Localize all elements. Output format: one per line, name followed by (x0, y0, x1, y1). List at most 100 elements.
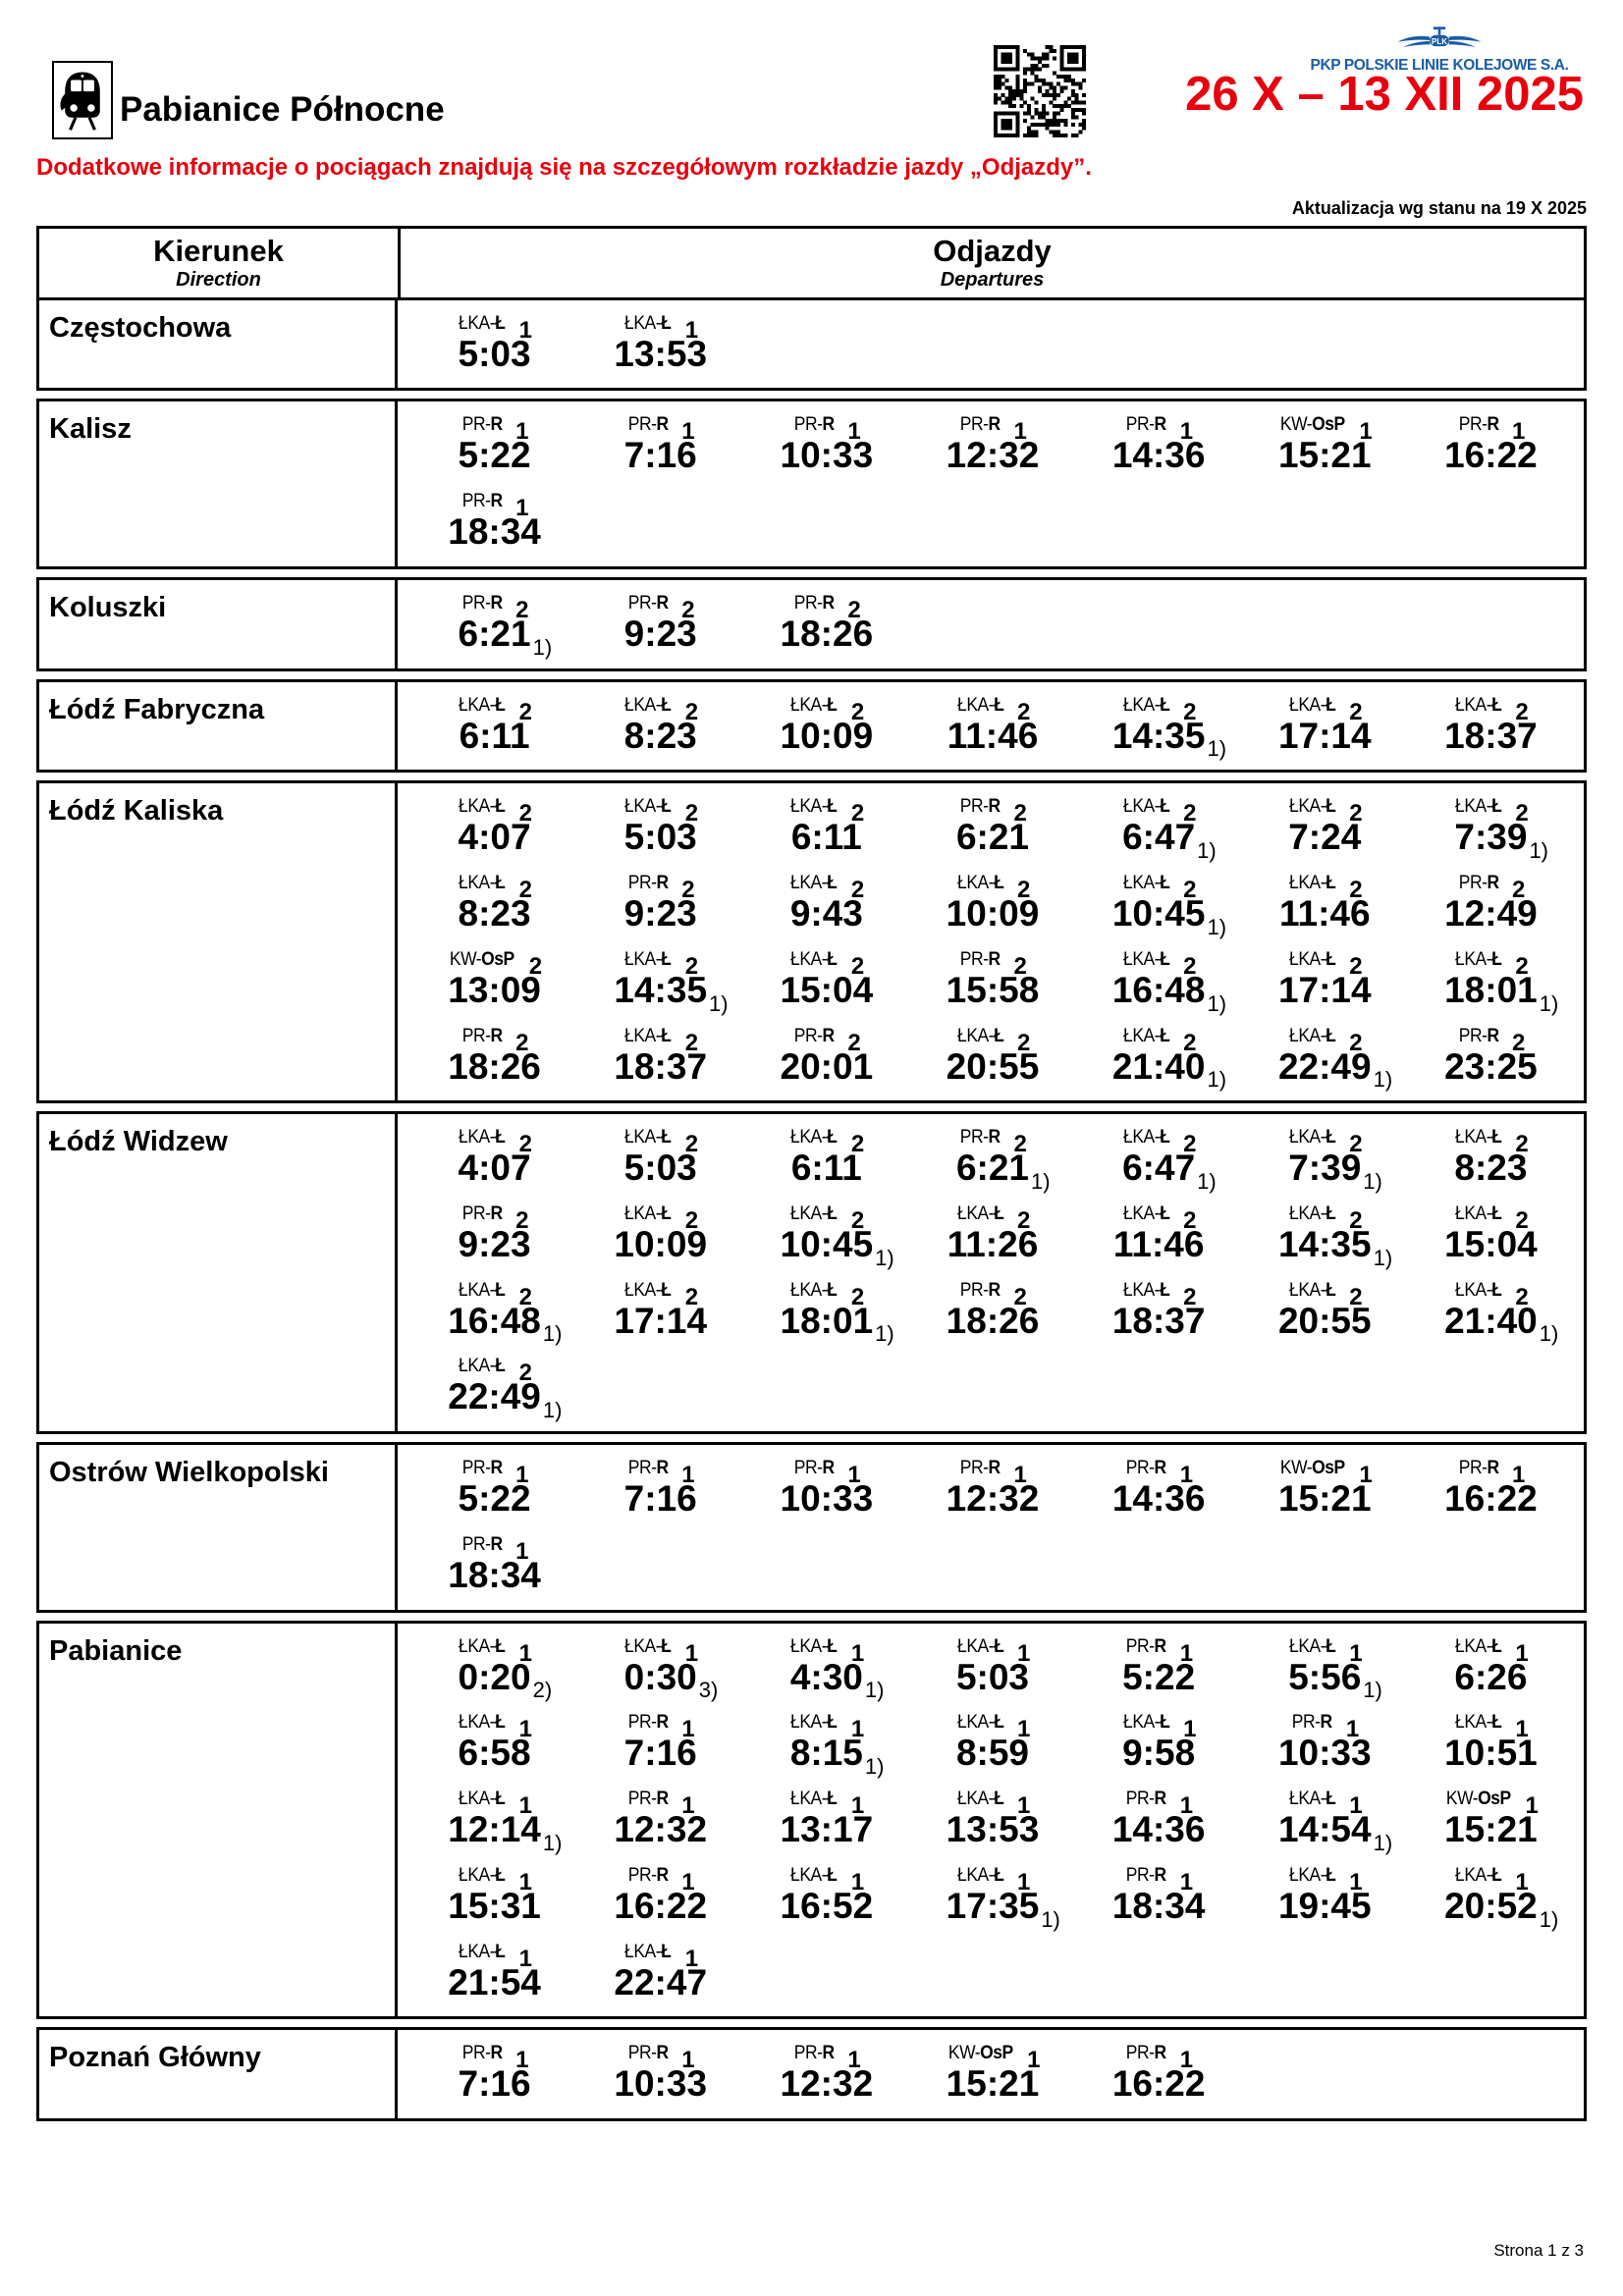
footnote-marker: 1) (875, 1245, 894, 1270)
departure-time-line: 7:16 (459, 2065, 531, 2103)
departure-time-line: 20:52 1) (1444, 1887, 1558, 1930)
departure-header: PR-R 2 (743, 1025, 909, 1055)
platform-number: 1 (1511, 1462, 1526, 1489)
departure-header: PR-R 1 (411, 2044, 577, 2072)
departure-time: 10:45 (780, 1223, 874, 1264)
destination-name: Poznań Główny (39, 2030, 398, 2119)
departure-list: ŁKA-Ł 1 5:03 ŁKA-Ł 1 13:53 (398, 300, 1584, 389)
carrier-label: PR-R (627, 592, 669, 614)
platform-number: 2 (518, 698, 532, 725)
departure-time: 15:58 (946, 969, 1040, 1010)
departure-header: ŁKA-Ł 2 (1242, 948, 1408, 979)
carrier-label: ŁKA-Ł (1288, 948, 1336, 970)
carrier-label: PR-R (461, 1533, 503, 1555)
departure-time-line: 15:31 (448, 1887, 541, 1925)
departure: PR-R 1 16:22 (577, 1860, 743, 1931)
departure: ŁKA-Ł 2 7:24 (1242, 791, 1408, 862)
departure-time-line: 15:58 (946, 969, 1040, 1010)
departure-header: ŁKA-Ł 1 (411, 1637, 577, 1666)
footnote-marker: 1) (1363, 1678, 1382, 1703)
departure-header: ŁKA-Ł 1 (577, 1635, 743, 1666)
destination-name: Koluszki (39, 579, 398, 668)
departure-time-line: 9:43 (790, 895, 863, 933)
departure-header: ŁKA-Ł 2 (1076, 1025, 1242, 1055)
departure-time-line: 12:32 (947, 1480, 1040, 1518)
footnote-marker: 1) (1363, 1168, 1382, 1194)
departure-time-line: 9:23 (624, 895, 697, 933)
departure-time: 16:22 (614, 1885, 708, 1926)
departure-time: 9:23 (623, 613, 697, 654)
departure-header: PR-R 2 (743, 594, 909, 622)
footnote-marker: 3) (698, 1678, 719, 1703)
carrier-label: KW-OsP (1445, 1789, 1511, 1810)
carrier-label: PR-R (627, 414, 669, 436)
platform-number: 2 (1016, 1029, 1031, 1056)
departure-header: ŁKA-Ł 1 (743, 1789, 909, 1818)
carrier-label: PR-R (1125, 414, 1166, 436)
departure: PR-R 2 6:21 1) (411, 588, 577, 659)
footnote-marker: 1) (1373, 1067, 1393, 1093)
departure: ŁKA-Ł 2 17:14 (1242, 690, 1408, 761)
departure: PR-R 1 5:22 (411, 409, 577, 480)
departure-time: 10:33 (614, 2063, 708, 2105)
carrier-label: ŁKA-Ł (624, 1025, 672, 1046)
departure-header: ŁKA-Ł 1 (743, 1866, 909, 1895)
departure-time-line: 17:14 (614, 1302, 707, 1340)
carrier-label: PR-R (793, 1025, 835, 1046)
platform-number: 2 (1515, 1206, 1529, 1234)
carrier-label: ŁKA-Ł (1288, 873, 1336, 894)
departure-header: ŁKA-Ł 2 (743, 696, 909, 724)
departure-time-line: 6:11 (791, 1149, 862, 1187)
departure-time-line: 10:09 (781, 717, 874, 755)
footnote-marker: 1) (1207, 736, 1227, 762)
platform-number: 2 (1016, 698, 1031, 725)
departure-time: 8:59 (955, 1733, 1030, 1774)
carrier-label: ŁKA-Ł (1122, 1025, 1170, 1046)
departure-header: ŁKA-Ł 2 (577, 1204, 743, 1233)
carrier-label: ŁKA-Ł (956, 1864, 1004, 1886)
departure-header: ŁKA-Ł 2 (577, 1281, 743, 1309)
platform-number: 1 (515, 495, 529, 522)
departure-time: 4:30 (789, 1656, 863, 1697)
platform-number: 2 (1515, 698, 1529, 725)
departure-time: 14:54 (1277, 1809, 1372, 1850)
carrier-label: ŁKA-Ł (1122, 694, 1170, 716)
carrier-label: ŁKA-Ł (624, 694, 672, 716)
page-number: Strona 1 z 3 (1493, 2241, 1584, 2260)
departure-time: 18:34 (1111, 1885, 1206, 1926)
platform-number: 1 (850, 1868, 865, 1896)
pkp-logo: PLK PKP POLSKIE LINIE KOLEJOWE S.A. (1292, 26, 1587, 75)
departure: ŁKA-Ł 2 5:03 (577, 791, 743, 862)
departure: PR-R 2 6:21 1) (909, 1122, 1075, 1193)
departure: KW-OsP 1 15:21 (909, 2038, 1075, 2109)
platform-number: 2 (1349, 952, 1363, 980)
departure-header: PR-R 1 (577, 2044, 743, 2072)
platform-number: 1 (1515, 1716, 1529, 1743)
departure-time: 6:21 (955, 817, 1030, 858)
platform-number: 2 (684, 1029, 699, 1056)
platform-number: 2 (850, 877, 865, 904)
carrier-label: ŁKA-Ł (624, 948, 672, 970)
departure-time-line: 15:04 (1444, 1226, 1538, 1263)
departure-time-line: 18:34 (448, 1557, 541, 1594)
departure-time: 18:37 (1111, 1300, 1206, 1341)
departure-time-line: 17:14 (1278, 971, 1372, 1009)
departure: PR-R 1 7:16 (411, 2038, 577, 2109)
departure-header: KW-OsP 1 (909, 2044, 1075, 2072)
departure-header: ŁKA-Ł 2 (1408, 1204, 1574, 1233)
departure-time-line: 18:01 1) (1444, 971, 1558, 1014)
carrier-label: ŁKA-Ł (790, 796, 839, 818)
departure-header: ŁKA-Ł 1 (411, 1789, 577, 1818)
departure-header: ŁKA-Ł 1 (1242, 1789, 1408, 1818)
departure: ŁKA-Ł 1 14:54 1) (1242, 1784, 1408, 1854)
carrier-label: ŁKA-Ł (624, 1635, 672, 1657)
platform-number: 1 (1179, 418, 1194, 446)
departure-time: 11:46 (947, 715, 1039, 756)
platform-number: 1 (847, 1462, 861, 1489)
departure-time-line: 6:26 (1454, 1658, 1527, 1696)
departure-time-line: 10:33 (1278, 1735, 1372, 1772)
platform-number: 1 (850, 1792, 865, 1820)
carrier-label: ŁKA-Ł (459, 1941, 506, 1962)
timetable: Kierunek Direction Odjazdy Departures Cz… (36, 226, 1587, 2122)
platform-number: 1 (1016, 1639, 1031, 1667)
